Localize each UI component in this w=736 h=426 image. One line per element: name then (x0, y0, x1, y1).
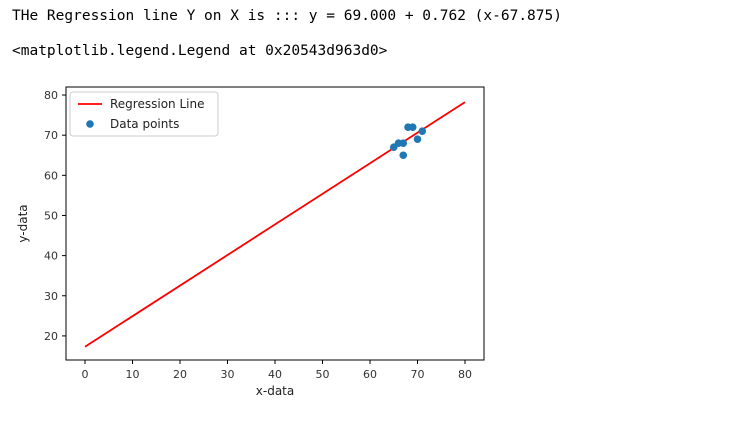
data-point (399, 139, 408, 148)
x-tick-label: 30 (221, 368, 235, 381)
scatter-chart: 0 10 20 30 40 50 60 70 80 20 30 40 50 60 70 80 Regressi… (16, 86, 485, 398)
data-point (399, 151, 408, 160)
x-tick-label: 70 (411, 368, 425, 381)
x-tick-label: 50 (316, 368, 330, 381)
x-tick-label: 60 (363, 368, 377, 381)
y-tick-label: 50 (44, 209, 58, 222)
x-axis-label: x-data (256, 384, 294, 398)
data-points (389, 123, 427, 160)
x-tick-label: 40 (268, 368, 282, 381)
legend-points-label: Data points (110, 117, 179, 131)
y-tick-label: 30 (44, 290, 58, 303)
y-tick-label: 60 (44, 169, 58, 182)
y-tick-label: 70 (44, 129, 58, 142)
legend-frame (69, 91, 219, 137)
y-axis-label: y-data (16, 204, 30, 242)
regression-equation-output: THe Regression line Y on X is ::: y = 69… (12, 8, 562, 24)
y-tick-label: 20 (44, 330, 58, 343)
legend-regression-label: Regression Line (110, 97, 204, 111)
legend-points-swatch (86, 120, 94, 128)
data-point (413, 135, 422, 143)
y-tick-label: 40 (44, 250, 58, 263)
x-tick-label: 80 (458, 368, 472, 381)
legend-repr-output: <matplotlib.legend.Legend at 0x20543d963… (12, 43, 388, 59)
legend: Regression Line Data points (69, 91, 219, 137)
data-point (418, 127, 427, 135)
x-tick-label: 0 (82, 368, 89, 381)
data-point (408, 123, 417, 131)
axis-ticks: 0 10 20 30 40 50 60 70 80 20 30 40 50 60 70 80 (44, 89, 472, 381)
y-tick-label: 80 (44, 89, 58, 102)
x-tick-label: 20 (173, 368, 187, 381)
x-tick-label: 10 (126, 368, 140, 381)
